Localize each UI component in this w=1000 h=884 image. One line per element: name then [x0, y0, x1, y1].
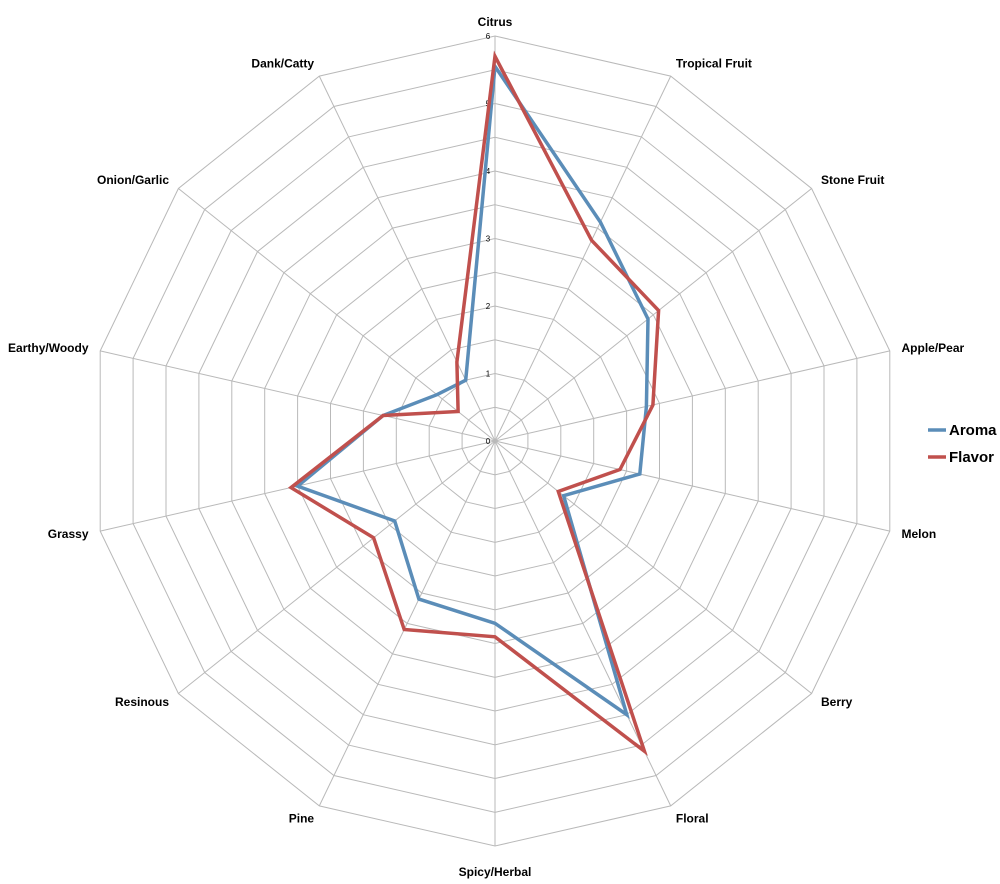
- tick-label: 1: [486, 370, 491, 379]
- legend-label: Flavor: [949, 449, 994, 466]
- axis-spoke: [318, 440, 496, 807]
- category-label: Spicy/Herbal: [459, 865, 532, 879]
- category-label: Dank/Catty: [251, 57, 314, 71]
- tick-label: 3: [486, 235, 491, 244]
- category-label: Apple/Pear: [902, 341, 965, 355]
- axis-spoke: [494, 440, 890, 532]
- axis-spoke: [100, 350, 496, 442]
- axis-spoke: [494, 188, 812, 442]
- category-label: Berry: [821, 695, 853, 709]
- series-line-aroma: [294, 61, 650, 719]
- axis-spoke: [178, 188, 496, 442]
- category-label: Resinous: [115, 695, 169, 709]
- axis-spoke: [494, 75, 672, 442]
- axis-spoke: [494, 350, 890, 442]
- series-line-flavor: [287, 50, 661, 757]
- legend: Aroma Flavor: [928, 422, 997, 466]
- category-label: Stone Fruit: [821, 173, 884, 187]
- category-label: Earthy/Woody: [8, 341, 89, 355]
- legend-label: Aroma: [949, 422, 997, 439]
- category-label: Onion/Garlic: [97, 173, 169, 187]
- axis-spoke: [178, 440, 496, 694]
- tick-label: 4: [486, 167, 491, 176]
- category-label: Grassy: [48, 527, 89, 541]
- category-label: Melon: [902, 527, 937, 541]
- grid-layer: [99, 35, 891, 847]
- tick-label: 0: [486, 437, 491, 446]
- category-label: Floral: [676, 812, 709, 826]
- tick-label: 6: [486, 32, 491, 41]
- category-label: Citrus: [478, 15, 513, 29]
- category-label: Tropical Fruit: [676, 57, 752, 71]
- tick-label: 2: [486, 302, 491, 311]
- category-labels: Citrus Tropical Fruit Stone Fruit Apple/Pea…: [8, 15, 964, 879]
- category-label: Pine: [289, 812, 315, 826]
- series-layer: [287, 50, 661, 757]
- axis-spoke: [494, 440, 812, 694]
